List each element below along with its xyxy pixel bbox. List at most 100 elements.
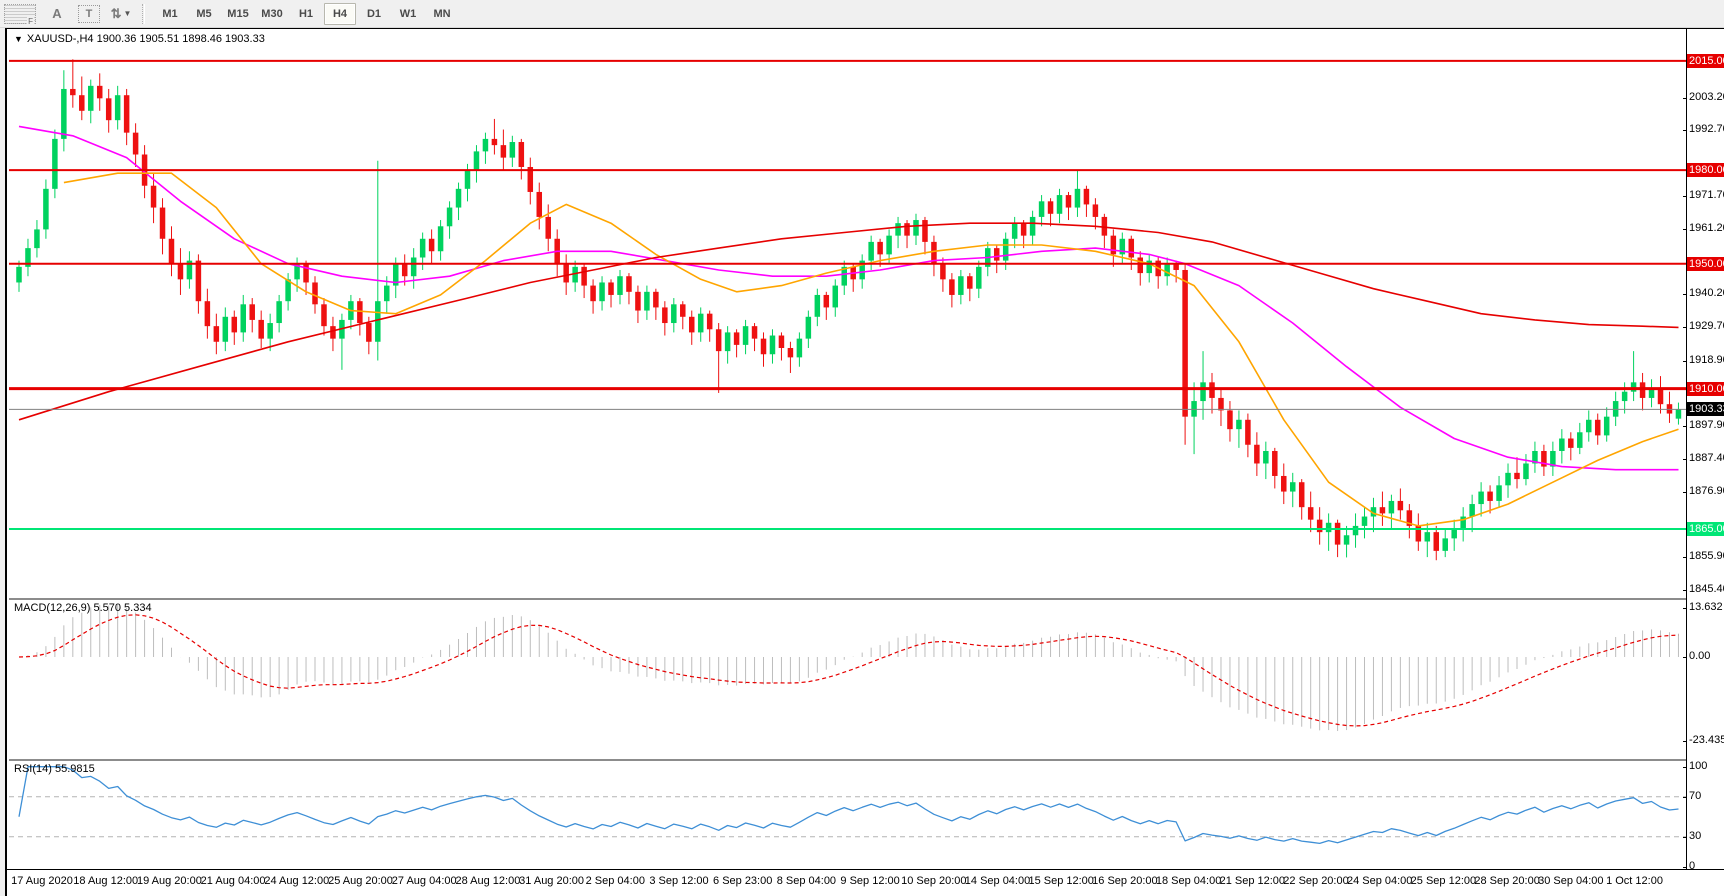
axis-tick-mark <box>1683 557 1687 559</box>
rsi-tick: 100 <box>1689 759 1708 772</box>
chart-grid-f-icon[interactable]: F <box>4 3 36 26</box>
timeframe-button-mn[interactable]: MN <box>433 7 451 20</box>
timeframe-button-w1[interactable]: W1 <box>399 7 417 20</box>
date-tick: 15 Sep 12:00 <box>1028 875 1094 887</box>
timeframe-button-d1[interactable]: D1 <box>366 7 382 20</box>
timeframe-button-m30[interactable]: M30 <box>261 7 283 20</box>
font-a-icon[interactable]: A <box>52 6 62 21</box>
price-pane[interactable] <box>9 29 1686 598</box>
current-price-label: 1903.33 <box>1687 402 1724 417</box>
date-tick: 8 Sep 04:00 <box>776 875 837 887</box>
rsi-tick: 70 <box>1689 789 1702 802</box>
text-label-icon[interactable]: T <box>78 4 100 23</box>
pane-splitter-rsi[interactable] <box>9 759 1686 761</box>
date-tick: 24 Aug 12:00 <box>264 875 330 887</box>
macd-pane[interactable] <box>9 600 1686 759</box>
date-tick: 27 Aug 04:00 <box>391 875 457 887</box>
axis-tick-mark <box>1683 294 1687 296</box>
date-tick: 17 Aug 2020 <box>11 875 73 887</box>
date-tick: 21 Sep 12:00 <box>1219 875 1286 887</box>
axis-tick-mark <box>1683 607 1687 609</box>
axis-tick-mark <box>1683 590 1687 592</box>
hline-price-label: 1865.00 <box>1687 522 1724 537</box>
date-axis[interactable]: 17 Aug 2020 18 Aug 12:00 19 Aug 20:00 21 Au… <box>9 870 1724 894</box>
symbol-ohlc-text: XAUUSD-,H4 1900.36 1905.51 1898.46 1903.… <box>26 33 265 45</box>
rsi-indicator-label: RSI(14) 55.9815 <box>14 763 95 775</box>
rsi-tick: 0 <box>1689 859 1696 872</box>
axis-tick-mark <box>1683 491 1687 493</box>
chart-window: ▼ XAUUSD-,H4 1900.36 1905.51 1898.46 1903… <box>5 28 1724 896</box>
axis-tick-mark <box>1683 796 1687 798</box>
date-tick: 28 Sep 20:00 <box>1474 875 1540 887</box>
date-tick: 28 Aug 12:00 <box>455 875 521 887</box>
date-tick: 30 Sep 04:00 <box>1538 875 1604 887</box>
axis-tick-mark <box>1683 866 1687 868</box>
hline-price-label: 2015.00 <box>1687 53 1724 68</box>
hline-price-label: 1950.00 <box>1687 256 1724 271</box>
ma-orange <box>63 172 1679 527</box>
macd-indicator-label: MACD(12,26,9) 5.570 5.334 <box>14 602 152 614</box>
macd-max-tick: 13.632 <box>1689 600 1723 613</box>
price-tick: 1855.90 <box>1689 550 1724 563</box>
price-axis[interactable]: 2003.20 1992.70 1971.70 1961.20 1940.20 1929.… <box>1683 29 1724 872</box>
axis-tick-mark <box>1683 459 1687 461</box>
rsi-pane[interactable] <box>9 761 1686 869</box>
date-tick: 14 Sep 04:00 <box>964 875 1031 887</box>
date-tick: 18 Aug 12:00 <box>73 875 139 887</box>
timeframe-button-m15[interactable]: M15 <box>227 7 249 20</box>
timeframe-button-m1[interactable]: M1 <box>162 7 178 20</box>
pane-splitter-macd[interactable] <box>9 598 1686 600</box>
price-tick: 1918.90 <box>1689 353 1724 366</box>
price-tick: 1876.90 <box>1689 484 1724 497</box>
axis-tick-mark <box>1683 836 1687 838</box>
date-tick: 9 Sep 12:00 <box>840 875 900 887</box>
timeframe-button-m5[interactable]: M5 <box>196 7 212 20</box>
plot-bottom-border <box>7 869 1724 870</box>
price-tick: 1940.20 <box>1689 287 1724 300</box>
axis-tick-mark <box>1683 426 1687 428</box>
date-tick: 1 Oct 12:00 <box>1606 875 1663 887</box>
date-tick: 31 Aug 20:00 <box>519 875 585 887</box>
axis-tick-mark <box>1683 196 1687 197</box>
chevron-down-icon: ▼ <box>123 9 132 18</box>
cycle-arrows-icon[interactable]: ⇅ ▼ <box>110 5 132 21</box>
axis-tick-mark <box>1683 97 1687 99</box>
date-tick: 21 Aug 04:00 <box>200 875 266 887</box>
axis-tick-mark <box>1683 360 1687 362</box>
price-tick: 1887.40 <box>1689 452 1724 465</box>
date-tick: 10 Sep 20:00 <box>901 875 967 887</box>
ma-red <box>18 222 1679 421</box>
price-tick: 1992.70 <box>1689 123 1724 136</box>
ma-magenta <box>18 125 1679 471</box>
date-tick: 6 Sep 23:00 <box>713 875 773 887</box>
chart-plot-area[interactable]: ▼ XAUUSD-,H4 1900.36 1905.51 1898.46 1903… <box>9 29 1686 869</box>
price-tick: 1845.40 <box>1689 583 1724 596</box>
axis-tick-mark <box>1683 741 1687 743</box>
chevron-down-icon[interactable]: ▼ <box>14 34 23 44</box>
date-tick: 19 Aug 20:00 <box>136 875 202 887</box>
date-tick: 25 Sep 12:00 <box>1410 875 1477 887</box>
date-tick: 3 Sep 12:00 <box>649 875 709 887</box>
axis-tick-mark <box>1683 657 1687 658</box>
price-tick: 1961.20 <box>1689 221 1724 234</box>
timeframe-button-h4[interactable]: H4 <box>324 2 356 25</box>
date-tick: 25 Aug 20:00 <box>328 875 393 887</box>
price-tick: 2003.20 <box>1689 90 1724 103</box>
axis-tick-mark <box>1683 228 1687 230</box>
axis-tick-mark <box>1683 327 1687 329</box>
axis-tick-mark <box>1683 130 1687 132</box>
timeframe-button-h1[interactable]: H1 <box>298 7 314 20</box>
date-tick: 24 Sep 04:00 <box>1346 875 1413 887</box>
price-tick: 1897.90 <box>1689 419 1724 432</box>
hline-price-label: 1910.00 <box>1687 381 1724 396</box>
toolbar: F A T ⇅ ▼ M1 M5 M15 M30 H1 H4 D1 W1 MN <box>0 0 1724 28</box>
price-tick: 1929.70 <box>1689 320 1724 333</box>
hline-price-label: 1980.00 <box>1687 163 1724 178</box>
date-tick: 18 Sep 04:00 <box>1155 875 1222 887</box>
macd-zero-tick: 0.00 <box>1689 650 1711 662</box>
axis-tick-mark <box>1683 766 1687 768</box>
date-tick: 2 Sep 04:00 <box>585 875 645 887</box>
date-tick: 16 Sep 20:00 <box>1092 875 1158 887</box>
macd-min-tick: -23.435 <box>1689 734 1724 747</box>
